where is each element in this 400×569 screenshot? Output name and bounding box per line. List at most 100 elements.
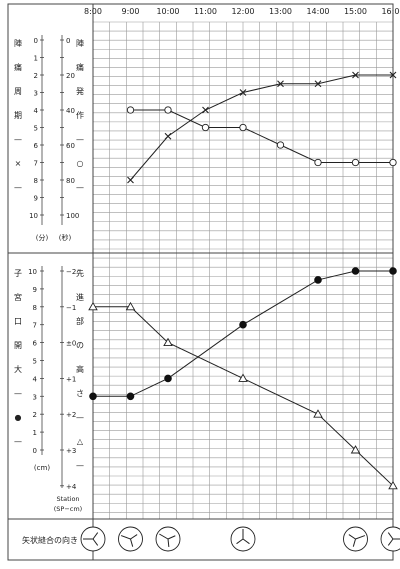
axis-title-char: 発 — [76, 87, 84, 96]
axis-title-char: ○ — [77, 159, 84, 168]
suture-direction-icon — [230, 526, 256, 552]
axis-title-char: — — [14, 183, 22, 192]
axis-title-char: さ — [76, 389, 84, 398]
left-tick-label: 6 — [33, 340, 38, 348]
left-unit: (分) — [36, 233, 49, 242]
axis-title-char: 開 — [14, 341, 22, 350]
data-point-open-circle — [164, 106, 172, 114]
axis-title-char: 陣 — [76, 38, 84, 48]
data-point-open-triangle — [350, 445, 361, 454]
axis-title-char: 高 — [76, 364, 84, 374]
data-point-filled-circle — [351, 267, 360, 275]
data-point-open-circle — [389, 158, 397, 167]
time-label: 11:00 — [194, 7, 217, 16]
data-point-x — [202, 106, 209, 114]
axis-title-char: 進 — [76, 293, 84, 302]
axis-title-char: 陣 — [14, 38, 22, 48]
series-line-open-circle — [130, 109, 393, 163]
data-point-open-circle — [314, 158, 322, 167]
time-label: 14:00 — [306, 7, 329, 16]
data-point-open-triangle — [163, 337, 173, 347]
left-tick-label: 0 — [34, 37, 38, 45]
right-tick-label: +1 — [66, 375, 76, 383]
data-point-open-triangle — [125, 301, 136, 311]
data-point-filled-circle — [126, 392, 135, 401]
series — [88, 71, 398, 490]
left-tick-label: 2 — [34, 72, 38, 80]
right-tick-label: 40 — [66, 107, 75, 115]
left-tick-label: 4 — [34, 107, 39, 115]
series-line-x — [130, 74, 393, 181]
suture-row-label: 矢状縫合の向き — [22, 535, 78, 545]
right-unit: (秒) — [59, 233, 72, 242]
axis-title-char: 作 — [76, 110, 84, 120]
data-point-open-circle — [276, 141, 285, 149]
right-tick-label: −2 — [66, 268, 76, 276]
suture-direction-icon — [118, 526, 143, 552]
right-tick-label: +2 — [66, 411, 76, 419]
axis-title-char: 子 — [14, 269, 22, 278]
data-point-filled-circle — [164, 374, 172, 383]
suture-direction-row: 矢状縫合の向き — [22, 526, 400, 552]
right-tick-label: 100 — [66, 212, 79, 220]
time-header: 8:00 9:00 10:00 11:00 12:00 13:00 14:00 15:00 16… — [84, 7, 400, 16]
axis-title-char: — — [76, 135, 84, 144]
axis-title-char: 大 — [14, 364, 22, 374]
axis-title-char: の — [76, 341, 84, 350]
data-point-x — [239, 89, 247, 96]
right-tick-label: 20 — [66, 72, 75, 80]
left-tick-label: 9 — [34, 195, 38, 203]
suture-direction-icon — [343, 526, 368, 552]
suture-direction-icon — [155, 526, 181, 552]
left-unit: (cm) — [34, 464, 50, 472]
data-point-x — [164, 132, 172, 140]
grid — [93, 21, 393, 519]
axis-title-char: 宮 — [14, 292, 22, 302]
left-tick-label: 10 — [29, 212, 38, 220]
right-tick-label: +4 — [66, 483, 77, 491]
left-tick-label: 4 — [33, 375, 38, 383]
axis-title-char: 痛 — [14, 62, 22, 72]
left-tick-label: 5 — [33, 358, 37, 366]
data-point-filled-circle — [239, 320, 247, 329]
axis-title-char: — — [14, 389, 22, 398]
data-point-open-circle — [126, 106, 135, 114]
data-point-x — [314, 80, 322, 88]
left-tick-label: 7 — [34, 160, 38, 168]
time-label: 12:00 — [231, 7, 254, 16]
left-tick-label: 3 — [33, 393, 37, 401]
data-point-x — [277, 80, 284, 88]
data-point-open-circle — [239, 123, 247, 132]
right-tick-label: 80 — [66, 177, 75, 185]
axis-title-char: 口 — [14, 317, 22, 326]
left-tick-label: 10 — [28, 268, 37, 276]
axis-title-char: ● — [15, 413, 22, 422]
chart-frame — [7, 3, 394, 561]
time-label: 9:00 — [122, 7, 140, 16]
data-point-open-triangle — [313, 409, 323, 418]
right-unit-line1: Station — [56, 495, 79, 503]
data-point-open-triangle — [238, 373, 248, 382]
data-point-open-triangle — [88, 301, 98, 311]
axis-title-char: 期 — [14, 111, 22, 120]
axis-title-char: × — [15, 159, 22, 168]
data-point-x — [127, 176, 134, 184]
axis-title-char: — — [76, 183, 84, 192]
data-point-x — [389, 71, 397, 79]
suture-direction-icon — [380, 526, 400, 552]
data-point-filled-circle — [314, 276, 322, 284]
axis-title-char: — — [14, 437, 22, 446]
axis-title-char: △ — [77, 437, 84, 446]
upper-panel-axes: 012345678910020406080100陣痛周期—×—陣痛発作—○—(分… — [14, 35, 84, 242]
right-tick-label: −1 — [66, 304, 76, 312]
right-unit-line2: (SP−cm) — [54, 505, 82, 513]
axis-title-char: 周 — [14, 87, 22, 96]
left-tick-label: 8 — [34, 177, 38, 185]
left-tick-label: 2 — [33, 411, 37, 419]
data-point-open-circle — [351, 158, 360, 167]
time-label: 16:00 — [381, 7, 400, 16]
time-label: 13:00 — [269, 7, 292, 16]
suture-direction-icon — [80, 526, 106, 552]
time-label: 8:00 — [84, 7, 102, 16]
